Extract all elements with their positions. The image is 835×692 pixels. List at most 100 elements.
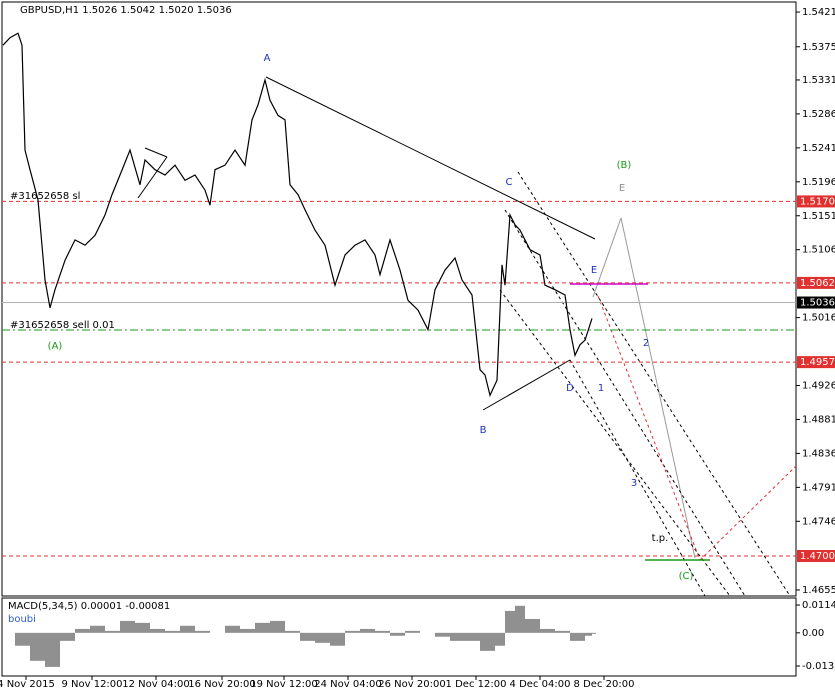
- price-label: 1.5036: [800, 298, 835, 309]
- x-tick-label: 4 Dec 04:00: [510, 679, 571, 690]
- macd-bar: [240, 628, 255, 633]
- macd-bar: [480, 632, 495, 651]
- y-tick-label: 1.5241: [802, 143, 835, 154]
- wave-label: 3: [631, 478, 637, 489]
- x-tick-label: 24 Nov 04:00: [314, 679, 381, 690]
- macd-bar: [300, 632, 315, 641]
- trend-lines: [2, 76, 797, 597]
- price-line: [2, 32, 593, 398]
- macd-bar: [285, 630, 300, 633]
- macd-bar: [390, 632, 405, 636]
- y-tick-label: 1.4881: [802, 414, 835, 425]
- x-tick-label: 12 Nov 04:00: [122, 679, 189, 690]
- macd-bar: [255, 622, 270, 633]
- y-tick-label: 1.4746: [802, 516, 835, 527]
- x-tick-label: 8 Dec 20:00: [574, 679, 635, 690]
- x-tick-label: 16 Nov 20:00: [188, 679, 255, 690]
- macd-bar: [540, 628, 555, 633]
- macd-bar: [570, 632, 585, 641]
- x-tick-label: 4 Nov 2015: [0, 679, 55, 690]
- macd-bar: [195, 630, 210, 633]
- wave-label: (A): [48, 341, 63, 352]
- price-label: 1.4700: [800, 551, 835, 562]
- y-tick-label: 1.5286: [802, 109, 835, 120]
- wave-label: E: [591, 265, 597, 276]
- wave-label: A: [264, 53, 271, 64]
- y-tick-label: 1.5196: [802, 177, 835, 188]
- macd-bar: [270, 620, 285, 633]
- macd-bar: [135, 622, 150, 633]
- price-label-box: [797, 296, 835, 309]
- macd-bar: [330, 632, 345, 646]
- wave-label: 1: [598, 383, 604, 394]
- price-label: 1.4957: [800, 357, 835, 368]
- wave-label: E: [619, 183, 625, 194]
- macd-bar: [345, 630, 360, 633]
- macd-bar: [105, 630, 120, 633]
- macd-title: MACD(5,34,5) 0.00001 -0.00081: [8, 601, 170, 612]
- macd-bar: [225, 625, 240, 633]
- price-panel: [1, 1, 797, 597]
- y-tick-label: 1.4655: [802, 585, 835, 596]
- macd-bar: [45, 632, 60, 667]
- y-tick-label: 1.5151: [802, 211, 835, 222]
- macd-bar: [435, 632, 450, 637]
- macd-bar: [585, 632, 592, 636]
- y-tick-label: 1.5016: [802, 313, 835, 324]
- macd-bar: [525, 618, 540, 633]
- macd-bar: [315, 632, 330, 643]
- macd-bar: [555, 630, 570, 633]
- y-tick-label: 0.01142: [802, 600, 835, 611]
- macd-bar: [375, 630, 390, 633]
- macd-bar: [30, 632, 45, 661]
- macd-bar: [180, 625, 195, 633]
- y-tick-label: 0.00: [802, 628, 824, 639]
- price-label: 1.5170: [800, 196, 835, 207]
- chart-title: GBPUSD,H1 1.5026 1.5042 1.5020 1.5036: [20, 5, 232, 16]
- macd-bar: [515, 605, 525, 633]
- macd-bar: [360, 628, 375, 633]
- macd-bar: [592, 632, 596, 634]
- y-tick-label: 1.5375: [802, 42, 835, 53]
- wave-label: (B): [617, 160, 632, 171]
- y-tick-label: 1.4791: [802, 482, 835, 493]
- price-label-box: [797, 550, 835, 563]
- macd-bar: [120, 620, 135, 633]
- y-tick-label: 1.5106: [802, 245, 835, 256]
- y-tick-label: 1.5331: [802, 75, 835, 86]
- macd-bar: [15, 632, 30, 646]
- wave-label: D: [566, 383, 574, 394]
- y-tick-label: -0.01363: [802, 661, 835, 672]
- x-tick-label: 26 Nov 20:00: [378, 679, 445, 690]
- macd-panel: [1, 597, 797, 677]
- price-label-box: [797, 356, 835, 369]
- wave-label: (C): [679, 571, 694, 582]
- macd-bar: [60, 632, 75, 641]
- x-tick-label: 1 Dec 12:00: [446, 679, 507, 690]
- macd-bar: [75, 628, 90, 633]
- macd-bar: [450, 632, 465, 641]
- wave-label: B: [480, 425, 487, 436]
- price-label-box: [797, 276, 835, 289]
- wave-label: C: [506, 177, 513, 188]
- price-label-box: [797, 195, 835, 208]
- wave-label: #31652658 sell 0.01: [10, 320, 115, 331]
- macd-bar: [505, 610, 515, 633]
- indicator-name: boubi: [8, 614, 36, 625]
- wave-label: t.p.: [652, 533, 669, 544]
- wave-label: 2: [643, 338, 649, 349]
- y-tick-label: 1.4926: [802, 381, 835, 392]
- macd-bar: [90, 625, 105, 633]
- wave-label: #31652658 sl: [10, 191, 80, 202]
- y-tick-label: 1.5421: [802, 7, 835, 18]
- macd-bar: [165, 630, 180, 633]
- y-tick-label: 1.4836: [802, 448, 835, 459]
- x-tick-label: 19 Nov 12:00: [250, 679, 317, 690]
- macd-bar: [465, 632, 480, 641]
- macd-bar: [150, 628, 165, 633]
- price-label: 1.5062: [800, 278, 835, 289]
- macd-bar: [405, 630, 420, 633]
- x-tick-label: 9 Nov 12:00: [61, 679, 122, 690]
- macd-bar: [495, 632, 505, 646]
